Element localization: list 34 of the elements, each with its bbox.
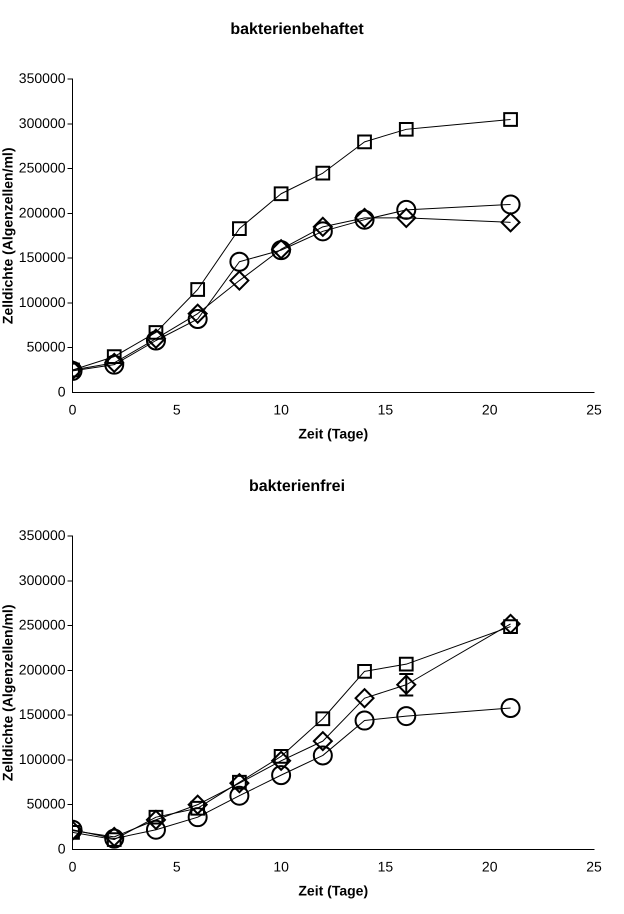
x-tick-label: 0 xyxy=(68,858,77,875)
x-tick-label: 10 xyxy=(273,858,290,875)
x-tick-label: 15 xyxy=(378,858,394,875)
y-tick-label: 150000 xyxy=(18,249,66,266)
y-tick-label: 0 xyxy=(58,383,66,400)
x-tick-label: 0 xyxy=(68,402,77,418)
x-tick-label: 25 xyxy=(586,858,602,875)
chart-title: bakterienbehaftet xyxy=(230,21,364,38)
x-tick-label: 20 xyxy=(482,402,498,418)
x-tick-label: 10 xyxy=(273,402,290,418)
x-tick-label: 5 xyxy=(172,858,181,875)
y-tick-label: 350000 xyxy=(18,527,66,544)
y-tick-label: 0 xyxy=(58,840,66,856)
x-tick-label: 20 xyxy=(482,858,498,875)
y-axis-title: Zelldichte (Algenzellen/ml) xyxy=(0,604,16,782)
y-tick-label: 50000 xyxy=(26,338,66,355)
y-tick-label: 100000 xyxy=(18,750,66,767)
y-tick-label: 200000 xyxy=(18,661,66,678)
y-tick-label: 200000 xyxy=(18,204,66,220)
x-axis-title: Zeit (Tage) xyxy=(298,425,368,442)
x-tick-label: 25 xyxy=(586,402,602,418)
y-tick-label: 350000 xyxy=(18,70,66,86)
y-tick-label: 100000 xyxy=(18,294,66,310)
y-tick-label: 150000 xyxy=(18,706,66,722)
chart-title: bakterienfrei xyxy=(248,478,346,496)
x-tick-label: 5 xyxy=(172,402,181,418)
y-axis-title: Zelldichte (Algenzellen/ml) xyxy=(0,148,16,324)
y-tick-label: 300000 xyxy=(18,114,66,131)
y-tick-label: 300000 xyxy=(18,572,66,588)
x-axis-title: Zeit (Tage) xyxy=(298,882,368,898)
x-tick-label: 15 xyxy=(378,402,394,418)
y-tick-label: 50000 xyxy=(26,796,66,812)
y-tick-label: 250000 xyxy=(18,616,66,633)
y-tick-label: 250000 xyxy=(18,160,66,176)
